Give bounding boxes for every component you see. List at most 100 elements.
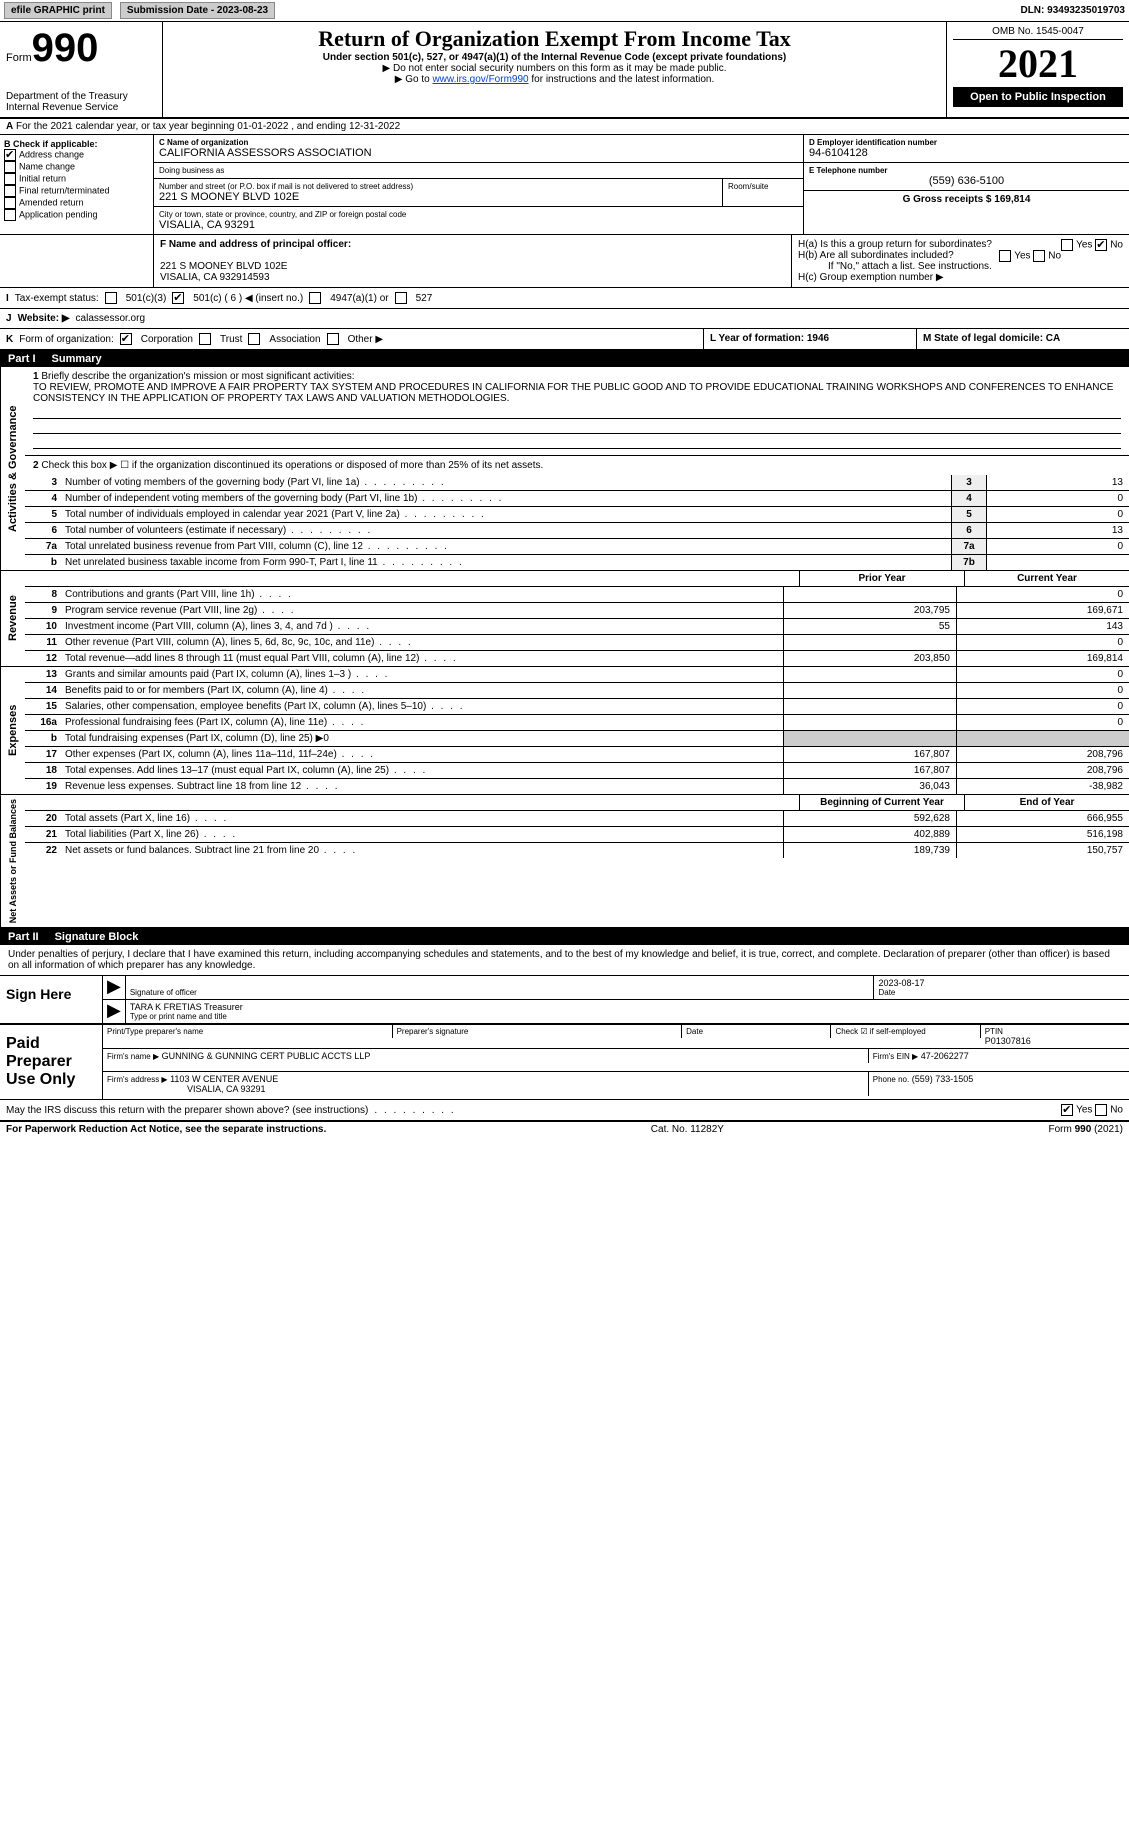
cb-assoc[interactable] [248,333,260,345]
footer-mid: Cat. No. 11282Y [651,1124,724,1135]
line-11: 11 Other revenue (Part VIII, column (A),… [25,635,1129,651]
paid-preparer-block: Paid Preparer Use Only Print/Type prepar… [0,1024,1129,1100]
h-c: H(c) Group exemption number ▶ [798,272,1123,283]
sig-arrow-icon: ▶ [103,976,126,999]
row-j-website: J Website: ▶ calassessor.org [0,309,1129,329]
part-1-header: Part I Summary [0,351,1129,367]
cb-527[interactable] [395,292,407,304]
h-b-note: If "No," attach a list. See instructions… [798,261,1123,272]
sig-date: 2023-08-17 [878,978,1125,988]
officer-label: F Name and address of principal officer: [160,239,351,250]
firm-addr-label: Firm's address ▶ [107,1075,168,1084]
side-label-ag: Activities & Governance [0,367,25,570]
note-goto: ▶ Go to www.irs.gov/Form990 for instruct… [169,74,940,85]
phone-label: E Telephone number [809,166,1124,175]
efile-graphic-btn[interactable]: efile GRAPHIC print [4,2,112,19]
cb-trust[interactable] [199,333,211,345]
street-label: Number and street (or P.O. box if mail i… [159,182,717,191]
line-21: 21 Total liabilities (Part X, line 26) .… [25,827,1129,843]
city-label: City or town, state or province, country… [159,210,798,219]
line-5: 5 Total number of individuals employed i… [25,507,1129,523]
line2-text: Check this box ▶ ☐ if the organization d… [41,460,543,471]
line-10: 10 Investment income (Part VIII, column … [25,619,1129,635]
cb-4947[interactable] [309,292,321,304]
row-a-tax-year: A For the 2021 calendar year, or tax yea… [0,119,1129,135]
footer-right: Form 990 (2021) [1049,1124,1124,1135]
h-a: H(a) Is this a group return for subordin… [798,239,1123,250]
top-bar: efile GRAPHIC print Submission Date - 20… [0,0,1129,22]
line-15: 15 Salaries, other compensation, employe… [25,699,1129,715]
line-b: b Total fundraising expenses (Part IX, c… [25,731,1129,747]
ptin-value: P01307816 [985,1036,1125,1046]
line1-label: Briefly describe the organization's miss… [41,371,354,382]
checkbox-application-pending[interactable] [4,209,16,221]
submission-date-btn[interactable]: Submission Date - 2023-08-23 [120,2,275,19]
phone-value: (559) 636-5100 [809,175,1124,187]
expenses-section: Expenses 13 Grants and similar amounts p… [0,667,1129,795]
side-label-revenue: Revenue [0,571,25,666]
dln-label: DLN: 93493235019703 [1020,5,1125,16]
line-8: 8 Contributions and grants (Part VIII, l… [25,587,1129,603]
form-header: Form990 Department of the Treasury Inter… [0,22,1129,119]
cb-501c[interactable] [172,292,184,304]
prep-sig-label: Preparer's signature [397,1027,678,1036]
boy-header: Beginning of Current Year [799,795,964,810]
line-19: 19 Revenue less expenses. Subtract line … [25,779,1129,794]
ein-label: D Employer identification number [809,138,1124,147]
activities-governance-section: Activities & Governance 1 Briefly descri… [0,367,1129,571]
cb-corp[interactable] [120,333,132,345]
line-16a: 16a Professional fundraising fees (Part … [25,715,1129,731]
line-6: 6 Total number of volunteers (estimate i… [25,523,1129,539]
hb-yes[interactable] [999,250,1011,262]
self-employed-label: Check ☑ if self-employed [835,1027,975,1036]
cb-other[interactable] [327,333,339,345]
line-18: 18 Total expenses. Add lines 13–17 (must… [25,763,1129,779]
discuss-yes[interactable] [1061,1104,1073,1116]
checkbox-final-return[interactable] [4,185,16,197]
ha-no[interactable] [1095,239,1107,251]
ha-yes[interactable] [1061,239,1073,251]
firm-phone-label: Phone no. [873,1075,909,1084]
footer-row: For Paperwork Reduction Act Notice, see … [0,1122,1129,1137]
mission-text: TO REVIEW, PROMOTE AND IMPROVE A FAIR PR… [33,382,1113,404]
eoy-header: End of Year [964,795,1129,810]
line-14: 14 Benefits paid to or for members (Part… [25,683,1129,699]
discuss-no[interactable] [1095,1104,1107,1116]
sig-arrow-icon-2: ▶ [103,1000,126,1023]
ptin-label: PTIN [985,1027,1125,1036]
firm-name: GUNNING & GUNNING CERT PUBLIC ACCTS LLP [162,1051,371,1061]
discuss-row: May the IRS discuss this return with the… [0,1100,1129,1122]
officer-group-block: F Name and address of principal officer:… [0,235,1129,288]
checkbox-name-change[interactable] [4,161,16,173]
irs-link[interactable]: www.irs.gov/Form990 [432,74,528,85]
footer-left: For Paperwork Reduction Act Notice, see … [6,1124,326,1135]
prep-date-label: Date [686,1027,826,1036]
line-17: 17 Other expenses (Part IX, column (A), … [25,747,1129,763]
row-i-tax-status: I Tax-exempt status: 501(c)(3) 501(c) ( … [0,288,1129,309]
dba-label: Doing business as [159,166,798,175]
street-value: 221 S MOONEY BLVD 102E [159,191,717,203]
year-formation: L Year of formation: 1946 [710,333,829,345]
hb-no[interactable] [1033,250,1045,262]
firm-addr1: 1103 W CENTER AVENUE [170,1074,278,1084]
form-subtitle: Under section 501(c), 527, or 4947(a)(1)… [169,52,940,63]
open-public-badge: Open to Public Inspection [953,87,1123,107]
checkbox-amended[interactable] [4,197,16,209]
officer-addr2: VISALIA, CA 932914593 [160,272,270,283]
paid-preparer-label: Paid Preparer Use Only [0,1025,102,1099]
firm-ein: 47-2062277 [921,1051,969,1061]
sig-officer-label: Signature of officer [130,988,870,997]
line-4: 4 Number of independent voting members o… [25,491,1129,507]
checkbox-address-change[interactable] [4,149,16,161]
line-22: 22 Net assets or fund balances. Subtract… [25,843,1129,858]
line-20: 20 Total assets (Part X, line 16) . . . … [25,811,1129,827]
line-3: 3 Number of voting members of the govern… [25,475,1129,491]
cb-501c3[interactable] [105,292,117,304]
firm-ein-label: Firm's EIN ▶ [873,1052,918,1061]
side-label-netassets: Net Assets or Fund Balances [0,795,25,927]
org-info-block: B Check if applicable: Address change Na… [0,135,1129,235]
line-13: 13 Grants and similar amounts paid (Part… [25,667,1129,683]
checkbox-initial-return[interactable] [4,173,16,185]
tax-year: 2021 [953,40,1123,87]
h-b: H(b) Are all subordinates included? Yes … [798,250,1123,261]
